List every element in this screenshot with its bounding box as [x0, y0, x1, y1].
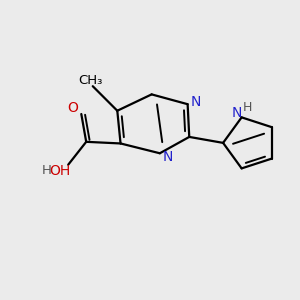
- Text: N: N: [190, 94, 201, 109]
- Text: H: H: [243, 101, 252, 114]
- Text: N: N: [232, 106, 242, 120]
- Text: O: O: [68, 101, 79, 115]
- Text: CH₃: CH₃: [78, 74, 102, 87]
- Text: H: H: [42, 164, 52, 177]
- Text: N: N: [163, 149, 173, 164]
- Text: OH: OH: [50, 164, 71, 178]
